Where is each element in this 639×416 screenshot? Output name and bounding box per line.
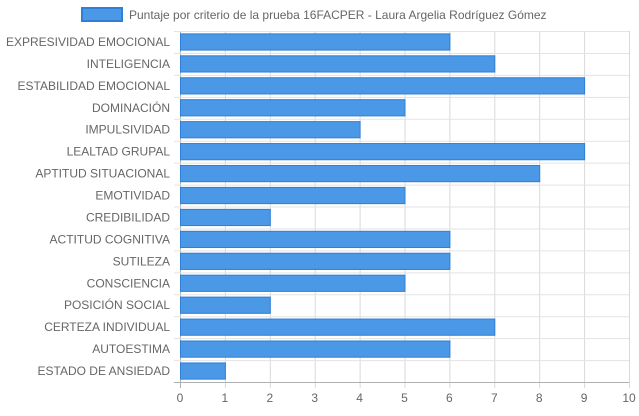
- x-tick-label: 9: [581, 391, 588, 405]
- category-label: APTITUD SITUACIONAL: [35, 167, 170, 181]
- category-label: CERTEZA INDIVIDUAL: [44, 320, 170, 334]
- category-label: IMPULSIVIDAD: [85, 123, 170, 137]
- category-label: EMOTIVIDAD: [95, 189, 170, 203]
- bar[interactable]: [180, 121, 361, 139]
- category-label: INTELIGENCIA: [87, 57, 170, 71]
- category-label: POSICIÓN SOCIAL: [64, 297, 170, 312]
- bar[interactable]: [180, 208, 271, 227]
- bar[interactable]: [180, 274, 406, 292]
- category-labels: EXPRESIVIDAD EMOCIONAL INTELIGENCIA ESTABI…: [6, 35, 170, 378]
- bar[interactable]: [180, 77, 586, 95]
- bar[interactable]: [180, 164, 541, 183]
- bar[interactable]: [180, 143, 586, 161]
- category-label: ACTITUD COGNITIVA: [50, 232, 170, 246]
- bar[interactable]: [180, 55, 496, 73]
- category-label: EXPRESIVIDAD EMOCIONAL: [6, 35, 170, 49]
- x-tick-label: 3: [311, 391, 318, 405]
- category-label: ESTADO DE ANSIEDAD: [38, 364, 171, 378]
- x-tick-label: 8: [536, 391, 543, 405]
- category-label: DOMINACIÓN: [92, 100, 170, 115]
- x-tick-label: 4: [356, 391, 363, 405]
- bars: [180, 33, 586, 380]
- bar[interactable]: [180, 186, 406, 205]
- x-tick-label: 1: [222, 391, 229, 405]
- category-label: CREDIBILIDAD: [86, 210, 170, 224]
- x-axis-ticks: 0 1 2 3 4 5 6 7 8 9 10: [177, 391, 636, 405]
- category-label: AUTOESTIMA: [92, 342, 170, 356]
- bar[interactable]: [180, 230, 451, 249]
- bar[interactable]: [180, 99, 406, 117]
- x-tick-label: 7: [491, 391, 498, 405]
- legend-swatch[interactable]: [81, 7, 123, 22]
- bar[interactable]: [180, 340, 451, 358]
- bar[interactable]: [180, 296, 271, 314]
- category-label: LEALTAD GRUPAL: [67, 145, 171, 159]
- bar[interactable]: [180, 252, 451, 270]
- category-label: ESTABILIDAD EMOCIONAL: [18, 79, 171, 93]
- x-tick-label: 2: [266, 391, 273, 405]
- x-tick-label: 5: [401, 391, 408, 405]
- bar[interactable]: [180, 318, 496, 336]
- legend[interactable]: Puntaje por criterio de la prueba 16FACP…: [81, 7, 547, 22]
- legend-label[interactable]: Puntaje por criterio de la prueba 16FACP…: [129, 8, 547, 22]
- bar[interactable]: [180, 33, 451, 51]
- x-tick-label: 6: [446, 391, 453, 405]
- bar[interactable]: [180, 362, 226, 380]
- x-tick-label: 10: [622, 391, 636, 405]
- category-label: CONSCIENCIA: [87, 276, 170, 290]
- x-tick-label: 0: [177, 391, 184, 405]
- category-label: SUTILEZA: [113, 254, 170, 268]
